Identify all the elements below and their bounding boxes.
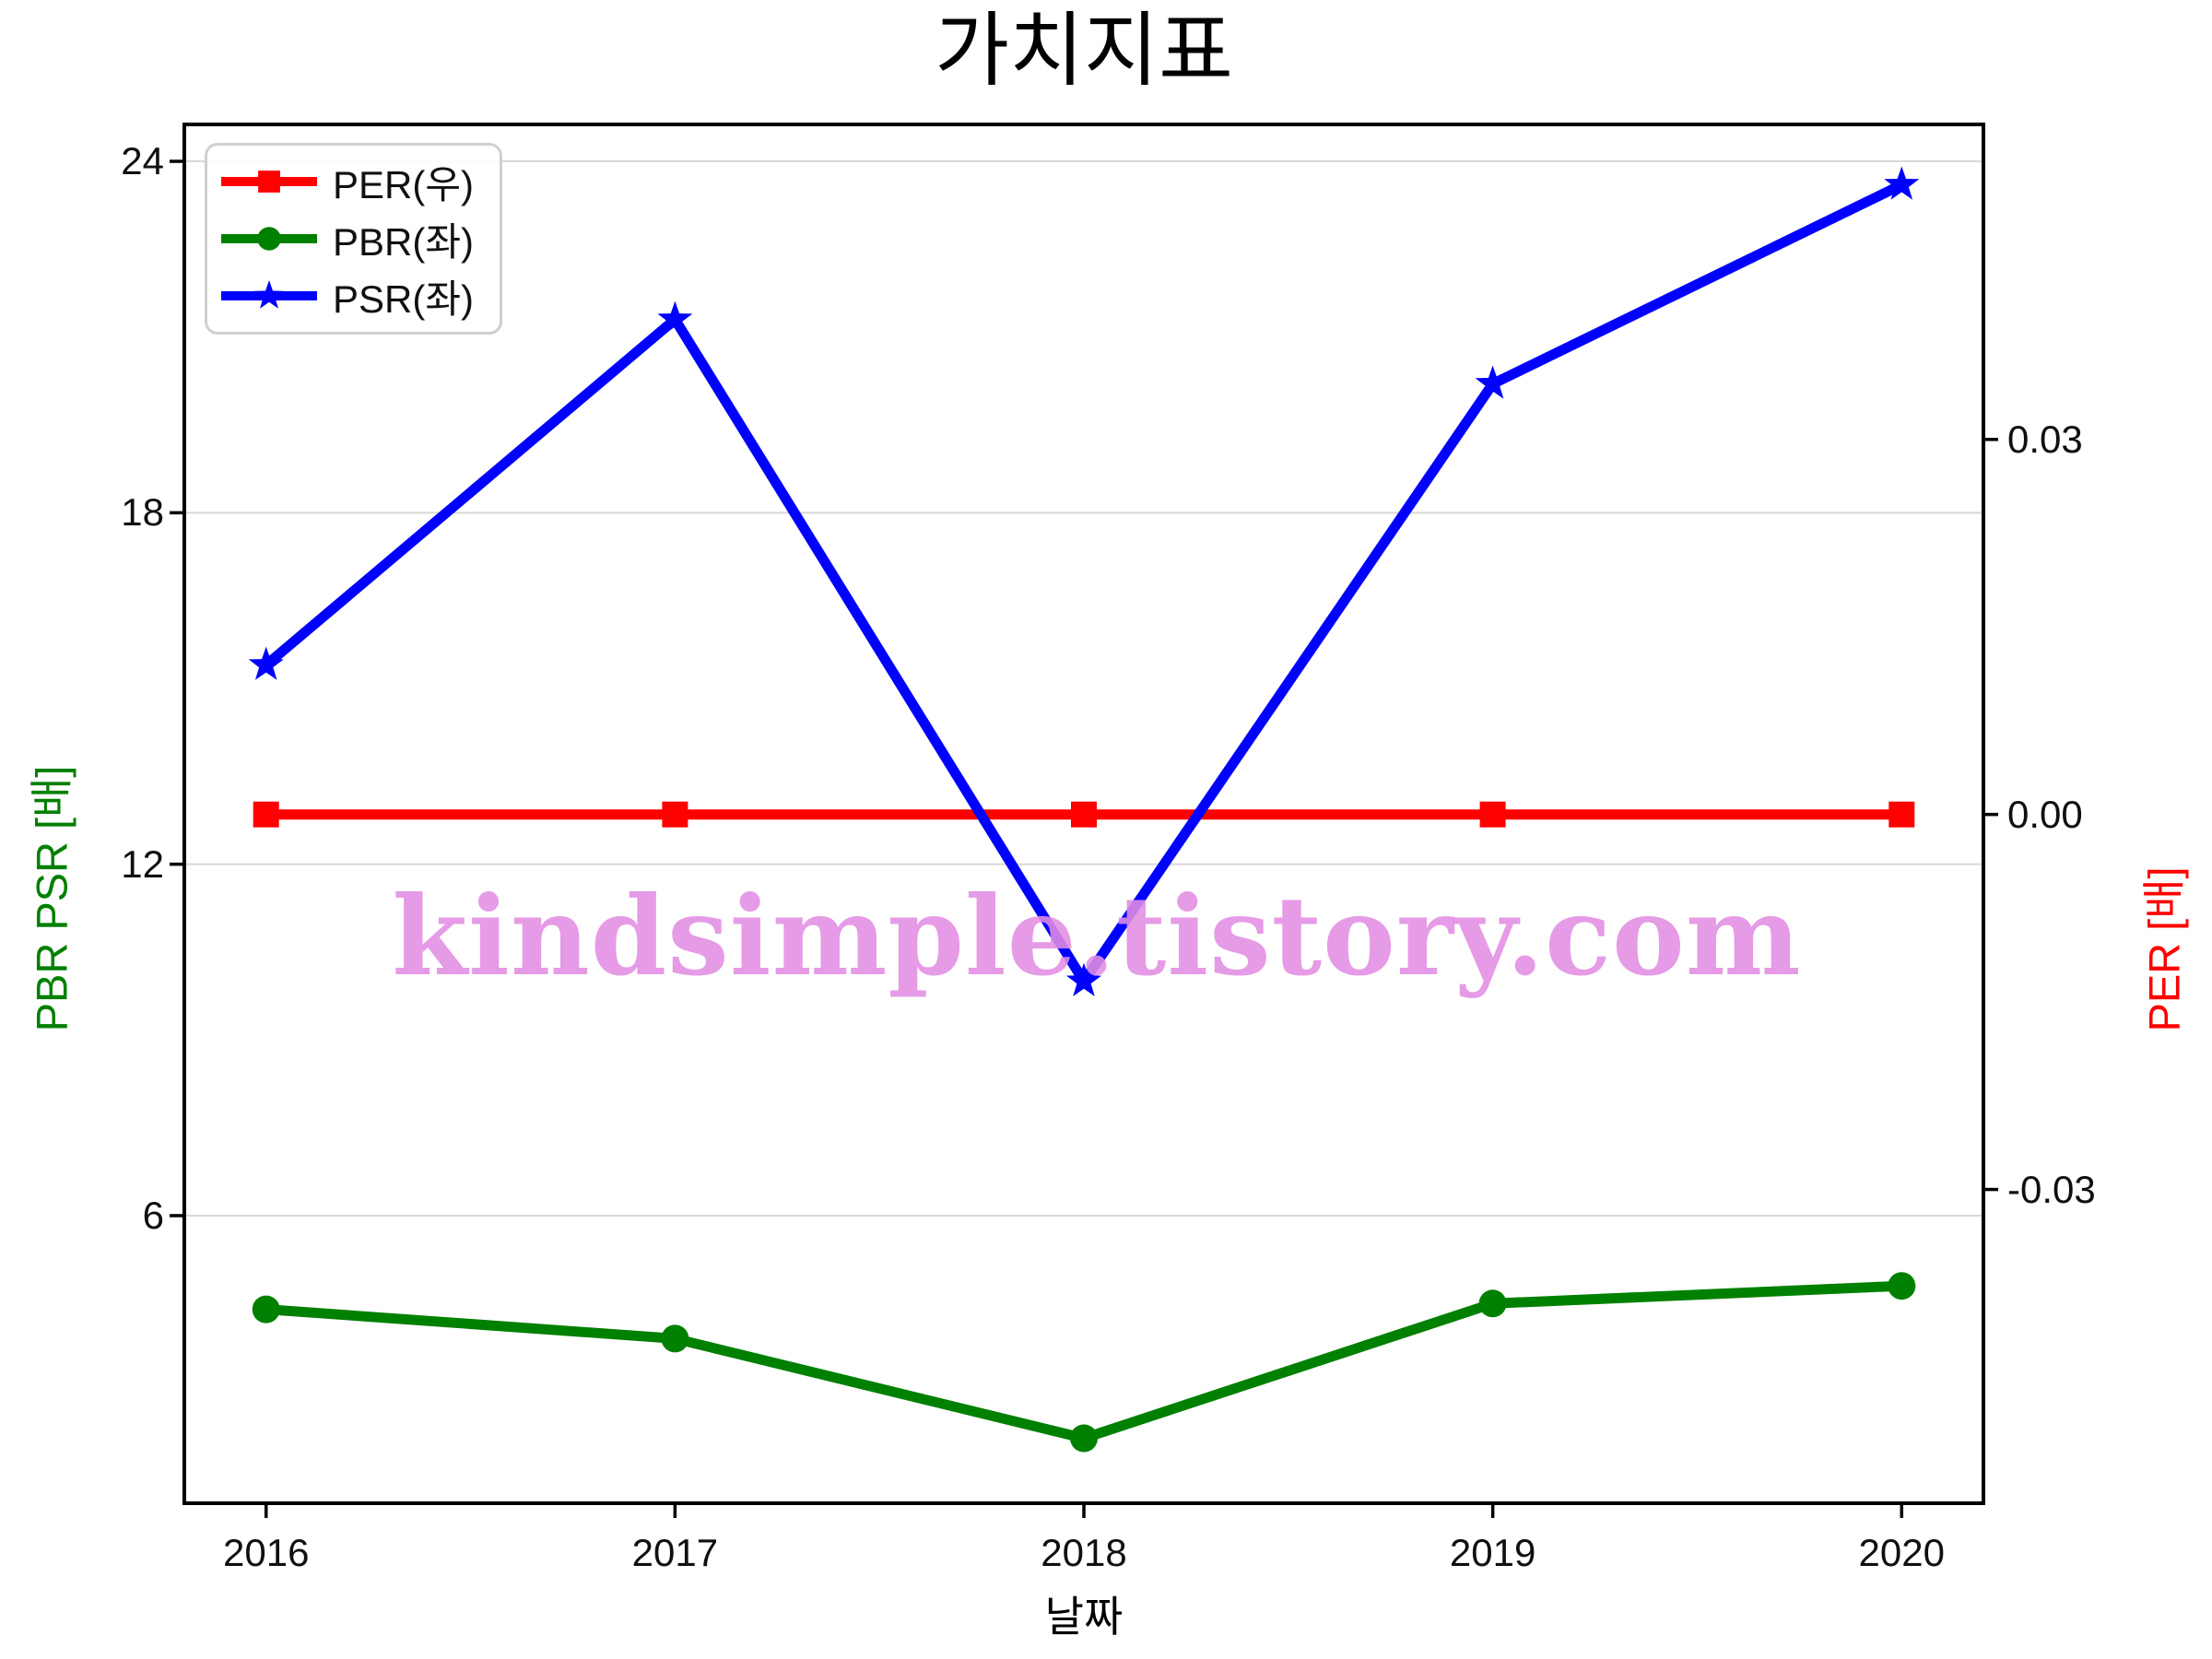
legend-swatch-psr-star-icon xyxy=(218,270,320,322)
right-axis-tick-label: -0.03 xyxy=(2007,1167,2096,1211)
left-axis-tick-label: 12 xyxy=(121,841,164,886)
x-axis-tick-label: 2020 xyxy=(1858,1531,1945,1574)
legend-swatch-pbr-circle-icon xyxy=(218,213,320,265)
legend-label-psr: PSR(좌) xyxy=(333,276,474,321)
left-axis-tick-label: 6 xyxy=(142,1193,164,1237)
right-axis-label: PER [배] xyxy=(2139,866,2189,1032)
chart-title: 가치지표 xyxy=(935,5,1233,96)
legend-label-pbr: PBR(좌) xyxy=(333,219,474,264)
legend-item-psr: PSR(좌) xyxy=(218,267,474,324)
legend-label-per: PER(우) xyxy=(333,162,474,206)
legend-swatch-per-square-icon xyxy=(218,156,320,207)
legend: PER(우) PBR(좌) PSR(좌) xyxy=(205,143,502,335)
left-axis-label: PBR PSR [배] xyxy=(27,765,76,1032)
left-axis-tick-label: 24 xyxy=(121,139,164,183)
x-axis-label: 날짜 xyxy=(1044,1593,1124,1641)
right-axis-tick-label: 0.03 xyxy=(2007,417,2083,461)
x-axis-tick-label: 2016 xyxy=(223,1531,310,1574)
left-axis-tick-label: 18 xyxy=(121,490,164,535)
watermark: kindsimple.tistory.com xyxy=(392,872,1802,1000)
legend-item-per: PER(우) xyxy=(218,153,474,210)
x-axis-tick-label: 2018 xyxy=(1041,1531,1127,1574)
x-axis-tick-label: 2019 xyxy=(1449,1531,1536,1574)
legend-item-pbr: PBR(좌) xyxy=(218,210,474,267)
right-axis-tick-label: 0.00 xyxy=(2007,792,2083,836)
x-axis-tick-label: 2017 xyxy=(631,1531,719,1574)
